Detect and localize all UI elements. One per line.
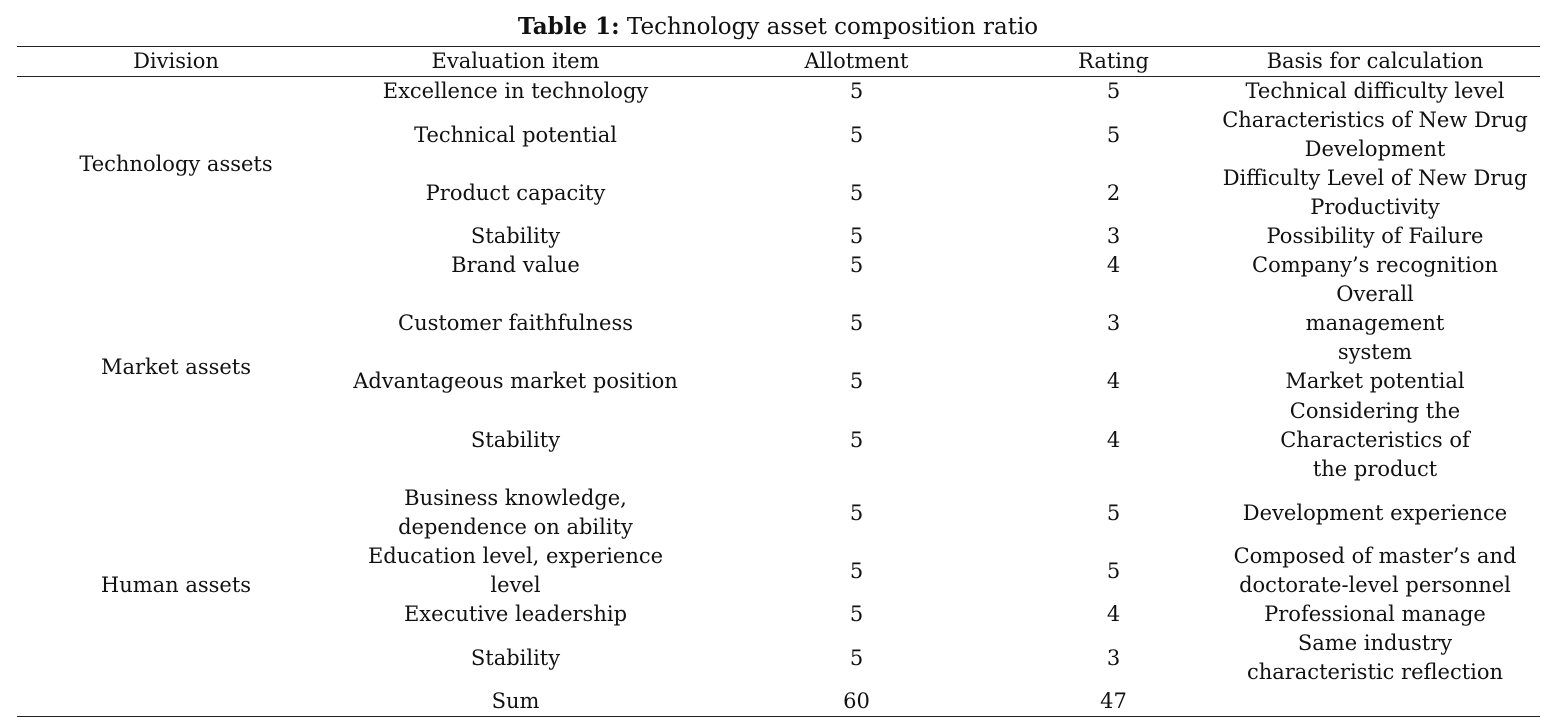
table-caption: Table 1: Technology asset composition ra…	[0, 12, 1549, 42]
sum-division-cell	[17, 687, 335, 717]
evaluation-item-cell: Customer faithfulness	[398, 311, 633, 335]
allotment-cell: 5	[849, 224, 864, 248]
evaluation-item-cell: Stability	[470, 645, 561, 670]
table-row: Executive leadership 5 4 Professional ma…	[17, 600, 1540, 629]
basis-cell: Professional manage	[1264, 602, 1486, 626]
evaluation-item-cell: Advantageous market position	[353, 369, 678, 393]
allotment-cell: 5	[849, 311, 864, 335]
rating-cell: 3	[1106, 645, 1121, 670]
header-basis: Basis for calculation	[1266, 49, 1484, 73]
document-page: Table 1: Technology asset composition ra…	[0, 12, 1549, 717]
table-caption-label: Table 1:	[517, 13, 620, 40]
evaluation-item-cell: Brand value	[451, 253, 580, 277]
sum-basis-cell	[1210, 687, 1540, 717]
basis-cell: Same industry characteristic reflection	[1246, 631, 1504, 684]
header-evaluation-item: Evaluation item	[431, 49, 600, 73]
evaluation-item-cell: Product capacity	[425, 180, 606, 205]
asset-composition-table: Division Evaluation item Allotment Ratin…	[17, 46, 1540, 717]
basis-cell: Composed of master’s and doctorate-level…	[1233, 544, 1517, 597]
table-row: Advantageous market position 5 4 Market …	[17, 367, 1540, 396]
allotment-cell: 5	[849, 500, 864, 525]
allotment-cell: 5	[849, 427, 864, 452]
evaluation-item-cell: Executive leadership	[403, 602, 628, 626]
rating-cell: 5	[1106, 122, 1121, 147]
basis-cell: Company’s recognition	[1252, 253, 1498, 277]
allotment-cell: 5	[849, 180, 864, 205]
table-row: Education level, experience level 5 5 Co…	[17, 542, 1540, 600]
table-row: Human assets Business knowledge, depende…	[17, 484, 1540, 597]
rating-cell: 2	[1106, 180, 1121, 205]
table-row: Customer faithfulness 5 3 Overall manage…	[17, 280, 1540, 367]
basis-cell: Possibility of Failure	[1266, 224, 1484, 248]
rating-cell: 3	[1106, 224, 1121, 248]
division-cell: Technology assets	[79, 151, 273, 176]
allotment-cell: 5	[849, 369, 864, 393]
table-row: Product capacity 5 2 Difficulty Level of…	[17, 164, 1540, 222]
table-row: Market assets Brand value 5 4 Company’s …	[17, 251, 1540, 379]
rating-cell: 4	[1106, 427, 1121, 452]
rating-cell: 3	[1106, 311, 1121, 335]
basis-cell: Market potential	[1285, 369, 1465, 393]
basis-cell: Technical difficulty level	[1245, 79, 1505, 103]
rating-cell: 4	[1106, 369, 1121, 393]
basis-cell: Considering the Characteristics of the p…	[1280, 398, 1470, 481]
allotment-cell: 5	[849, 253, 864, 277]
allotment-cell: 5	[849, 602, 864, 626]
allotment-cell: 5	[849, 558, 864, 583]
table-caption-text: Technology asset composition ratio	[619, 14, 1039, 40]
evaluation-item-cell: Business knowledge, dependence on abilit…	[398, 486, 633, 539]
table-row: Stability 5 4 Considering the Characteri…	[17, 396, 1540, 484]
rating-cell: 5	[1106, 79, 1121, 103]
rating-cell: 5	[1106, 558, 1121, 583]
evaluation-item-cell: Excellence in technology	[382, 79, 649, 103]
table-row: Technology assets Excellence in technolo…	[17, 77, 1540, 176]
rating-cell: 4	[1106, 602, 1121, 626]
allotment-cell: 5	[849, 79, 864, 103]
sum-allotment: 60	[843, 689, 870, 713]
table-row: Stability 5 3 Same industry characterist…	[17, 629, 1540, 687]
allotment-cell: 5	[849, 122, 864, 147]
evaluation-item-cell: Stability	[470, 427, 561, 452]
basis-cell: Development experience	[1242, 500, 1508, 525]
rating-cell: 4	[1106, 253, 1121, 277]
header-row: Division Evaluation item Allotment Ratin…	[17, 46, 1540, 77]
basis-cell: Overall management system	[1305, 282, 1445, 364]
sum-row: Sum 60 47	[17, 687, 1540, 717]
division-cell: Market assets	[100, 355, 252, 379]
basis-cell: Difficulty Level of New Drug Productivit…	[1222, 166, 1528, 219]
header-allotment: Allotment	[804, 49, 909, 73]
division-cell: Human assets	[100, 573, 252, 597]
evaluation-item-cell: Technical potential	[414, 122, 617, 147]
evaluation-item-cell: Stability	[470, 224, 561, 248]
basis-cell: Characteristics of New Drug Development	[1222, 108, 1528, 161]
header-rating: Rating	[1078, 49, 1149, 73]
evaluation-item-cell: Education level, experience level	[367, 544, 664, 597]
sum-label: Sum	[491, 689, 540, 713]
table-row: Technical potential 5 5 Characteristics …	[17, 106, 1540, 164]
sum-rating: 47	[1100, 689, 1127, 713]
header-division: Division	[133, 49, 219, 73]
allotment-cell: 5	[849, 645, 864, 670]
rating-cell: 5	[1106, 500, 1121, 525]
table-row: Stability 5 3 Possibility of Failure	[17, 222, 1540, 251]
